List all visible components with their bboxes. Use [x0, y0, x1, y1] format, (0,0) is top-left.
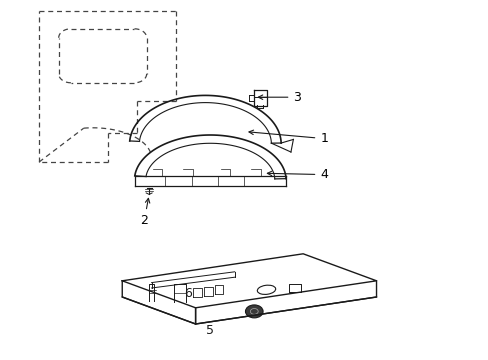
Text: 3: 3: [258, 91, 301, 104]
Text: 4: 4: [267, 168, 327, 181]
Circle shape: [245, 305, 263, 318]
Text: 6: 6: [184, 287, 192, 300]
Text: 2: 2: [140, 198, 149, 227]
Text: 1: 1: [248, 130, 327, 145]
Text: 5: 5: [206, 324, 214, 337]
